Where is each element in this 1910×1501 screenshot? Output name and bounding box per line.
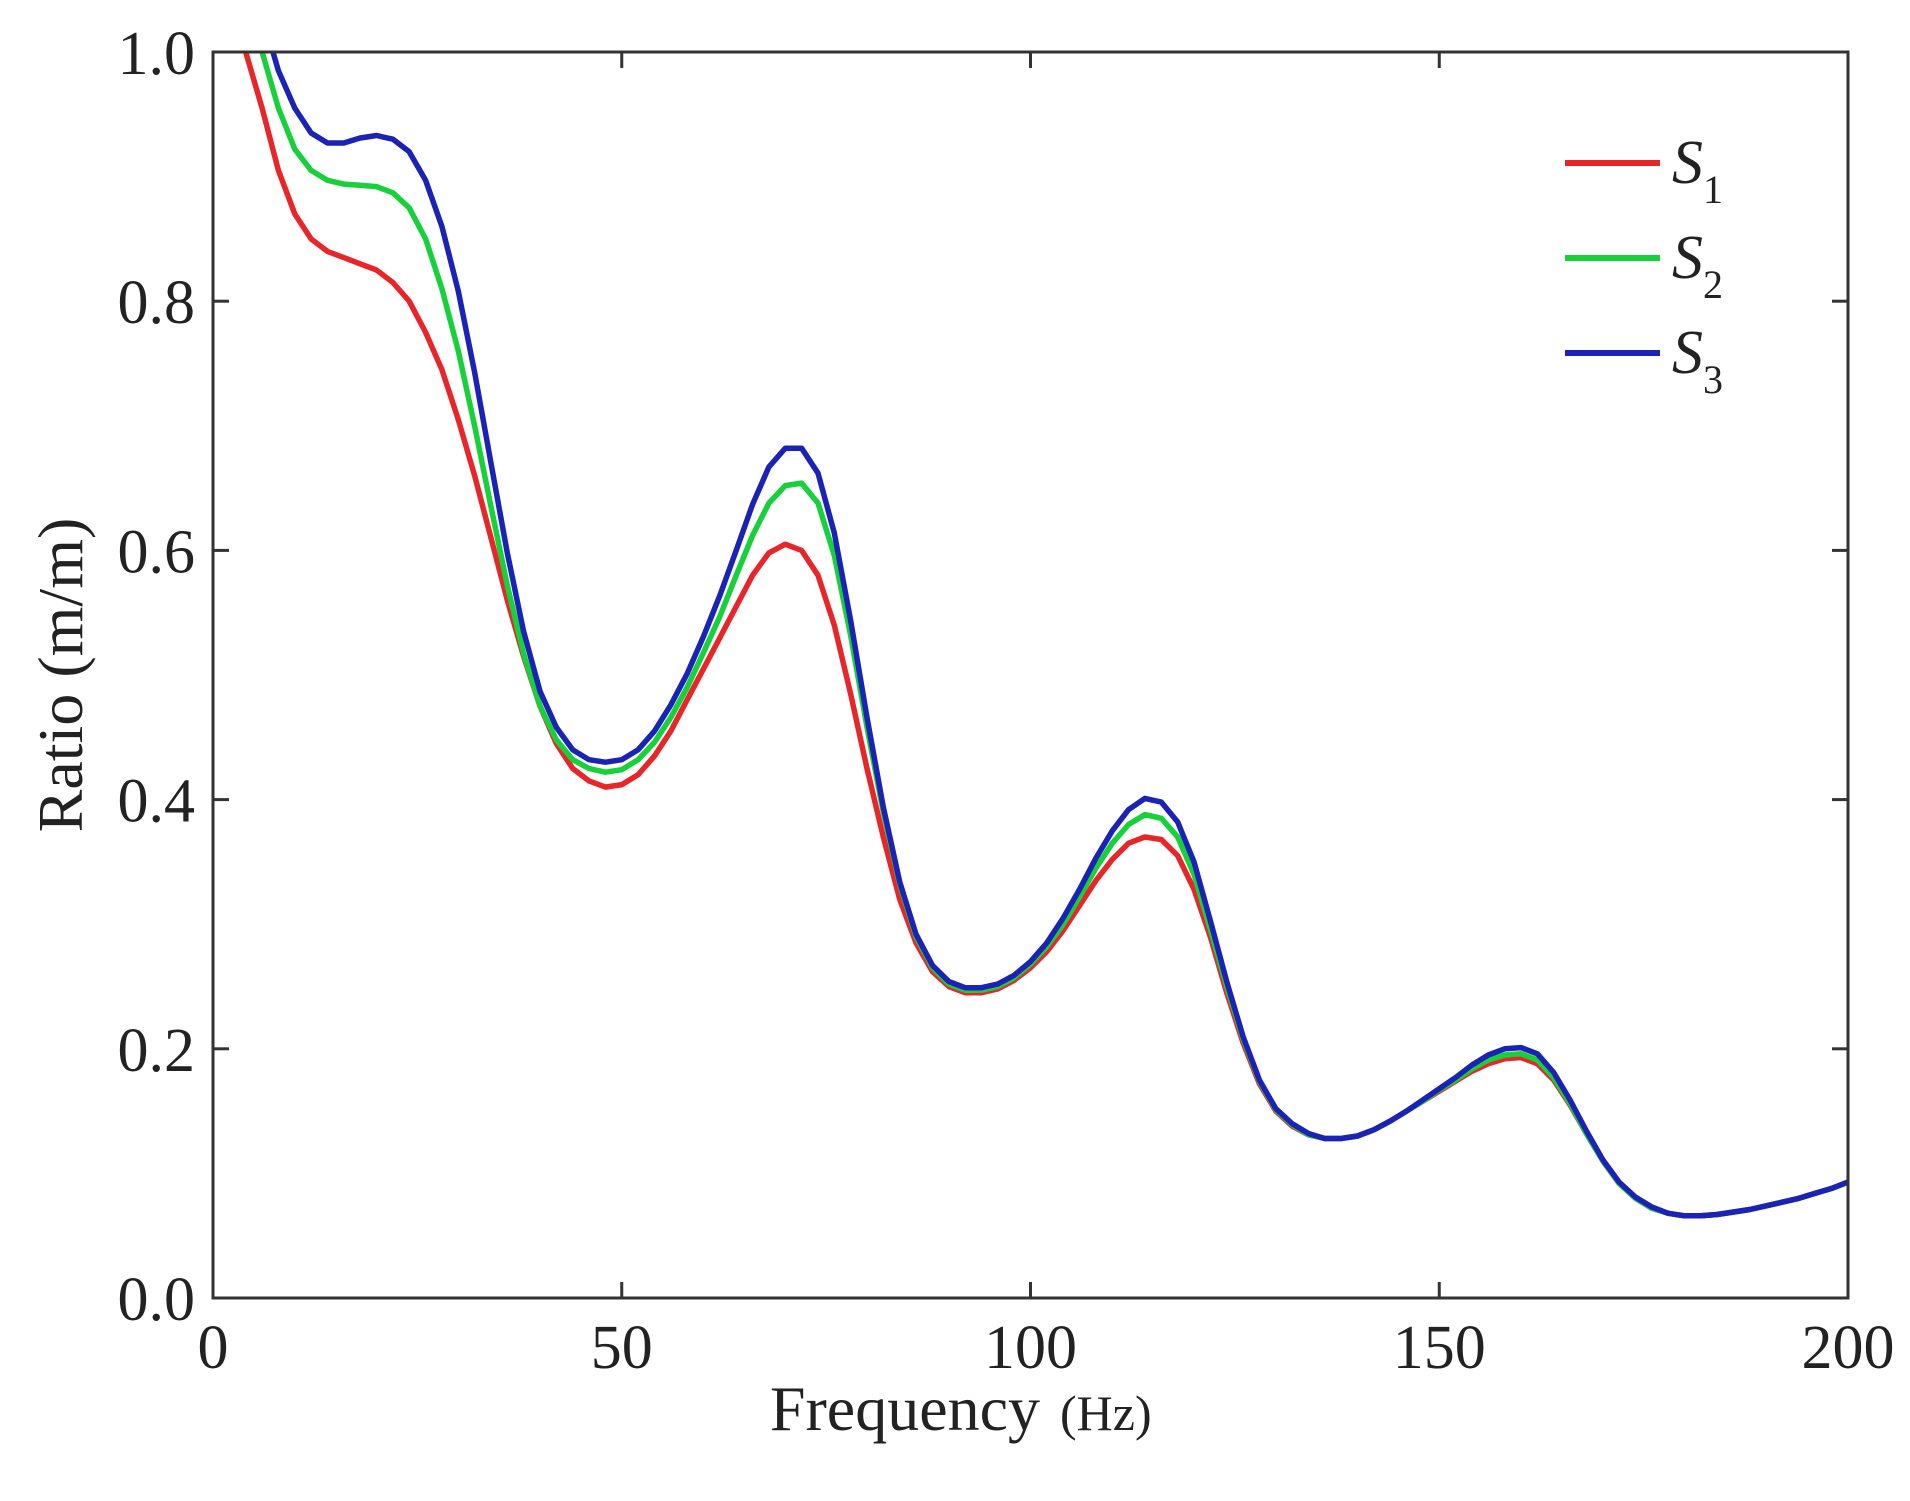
legend: S1 S2 S3: [1565, 129, 1723, 402]
series-line-s3: [270, 52, 1848, 1219]
series-line-s1: [242, 52, 1848, 1219]
y-tick-label: 0.4: [118, 768, 196, 836]
x-axis-unit: (Hz): [1060, 1385, 1152, 1441]
x-tick-label: 150: [1393, 1314, 1486, 1382]
x-tick-label: 200: [1802, 1314, 1895, 1382]
y-axis-title: Ratio (m/m): [25, 518, 96, 833]
series-layer: [242, 52, 1848, 1219]
y-tick-label: 0.6: [118, 518, 196, 586]
ticks-layer: [211, 50, 1850, 1300]
x-tick-label: 50: [591, 1314, 653, 1382]
y-tick-label: 0.8: [118, 269, 196, 337]
series-line-s2: [259, 52, 1848, 1219]
plot-frame: [211, 50, 1850, 1300]
tick-labels: 0 50 100 150 200 0.0 0.2 0.4 0.6 0.8 1.0: [118, 20, 1895, 1382]
x-axis-title: Frequency: [770, 1373, 1040, 1444]
x-tick-label: 0: [198, 1314, 229, 1382]
y-tick-label: 0.0: [118, 1266, 196, 1334]
x-tick-label: 100: [984, 1314, 1077, 1382]
legend-label: S1: [1672, 129, 1723, 212]
y-tick-label: 1.0: [118, 20, 196, 88]
legend-label: S2: [1672, 224, 1723, 307]
legend-label: S3: [1672, 319, 1723, 402]
y-tick-label: 0.2: [118, 1017, 196, 1085]
